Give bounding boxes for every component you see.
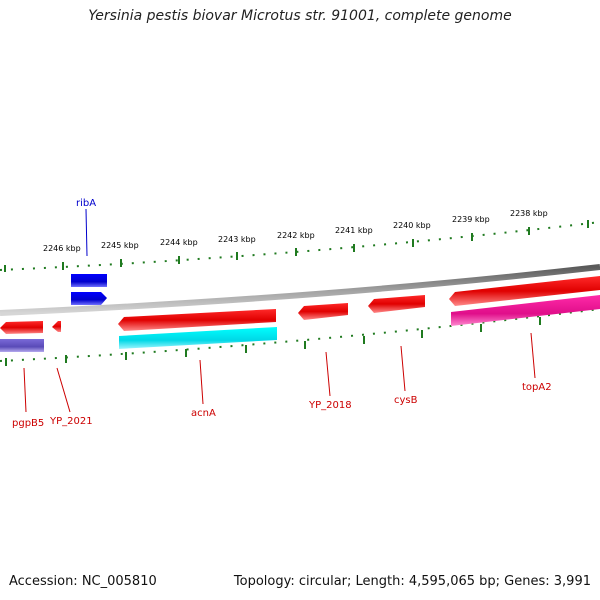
gene-ribA-arrow [71,292,107,305]
gene-label-pgpB5[interactable]: pgpB5 [12,418,44,429]
tick-label: 2243 kbp [218,235,256,244]
leader-line-cysB [400,345,406,392]
upper-tick-track [0,221,600,271]
lower-major-ticks [5,317,541,366]
leader-line-YP_2018 [325,351,331,397]
gene-acnA[interactable] [118,309,277,349]
leader-line-topA2 [530,332,536,379]
tick-labels: 2246 kbp 2245 kbp 2244 kbp 2243 kbp 2242… [43,209,548,253]
leader-line-pgpB5 [23,367,27,413]
gene-YP_2018[interactable] [298,303,348,320]
gene-cysB[interactable] [368,295,425,313]
accession-text: Accession: NC_005810 [9,574,157,589]
genome-title: Yersinia pestis biovar Microtus str. 910… [88,8,512,24]
leader-line-ribA [85,208,88,257]
genome-summary-text: Topology: circular; Length: 4,595,065 bp… [233,574,591,589]
gene-acnA-cyan-bar [119,327,277,349]
gene-pgpB5-slate-bar [0,339,44,352]
gene-label-acnA[interactable]: acnA [191,408,216,419]
tick-label: 2241 kbp [335,226,373,235]
gene-label-YP_2021[interactable]: YP_2021 [49,416,93,427]
gene-pgpB5-red-arrow [0,321,43,334]
gene-topA2[interactable] [449,276,600,326]
gene-label-cysB[interactable]: cysB [394,395,418,406]
gene-pgpB5[interactable] [0,321,44,352]
tick-label: 2240 kbp [393,221,431,230]
gene-ribA[interactable] [71,274,107,305]
genome-backbone [0,264,600,316]
gene-label-ribA[interactable]: ribA [76,198,96,209]
gene-topA2-red-arrow [449,276,600,306]
tick-label: 2244 kbp [160,238,198,247]
tick-label: 2245 kbp [101,241,139,250]
gene-YP_2018-arrow [298,303,348,320]
gene-leader-lines [23,208,536,413]
gene-YP_2021[interactable] [52,321,61,332]
upper-major-ticks [4,220,589,272]
lower-tick-track [0,308,600,362]
gene-label-topA2[interactable]: topA2 [522,382,552,393]
gene-cysB-arrow [368,295,425,313]
gene-label-YP_2018[interactable]: YP_2018 [308,400,352,411]
gene-YP_2021-arrow [52,321,61,332]
tick-label: 2246 kbp [43,244,81,253]
gene-ribA-bar-1 [71,274,107,287]
tick-label: 2238 kbp [510,209,548,218]
leader-line-acnA [199,359,204,405]
gene-topA2-magenta-bar [451,295,600,326]
tick-label: 2239 kbp [452,215,490,224]
gene-acnA-red-arrow [118,309,276,331]
leader-line-YP_2021 [56,367,71,413]
tick-label: 2242 kbp [277,231,315,240]
